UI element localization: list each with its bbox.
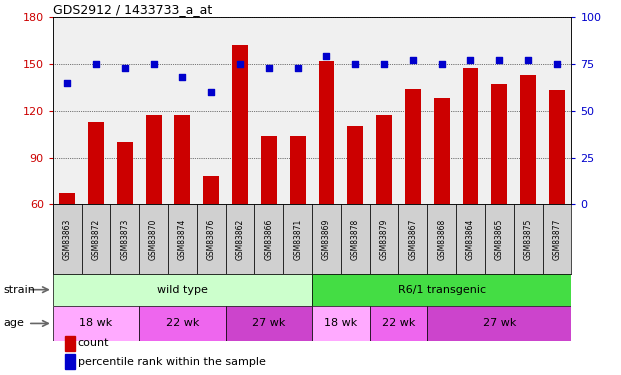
Point: [235, 61, 245, 67]
Bar: [225, 306, 312, 341]
Text: GSM83879: GSM83879: [379, 218, 389, 260]
Point: [178, 74, 188, 80]
Text: wild type: wild type: [157, 285, 208, 295]
Point: [322, 53, 332, 59]
Bar: [261, 136, 277, 204]
Text: GSM83869: GSM83869: [322, 218, 331, 260]
Point: [264, 64, 274, 70]
Bar: [53, 274, 312, 306]
Bar: [549, 90, 565, 204]
Point: [466, 57, 476, 63]
Point: [437, 61, 446, 67]
Bar: [369, 306, 427, 341]
Point: [350, 61, 360, 67]
Point: [523, 57, 533, 63]
Bar: [255, 204, 283, 274]
Point: [494, 57, 504, 63]
Bar: [203, 176, 219, 204]
Bar: [290, 136, 306, 204]
Text: 18 wk: 18 wk: [324, 318, 358, 328]
Point: [62, 80, 72, 86]
Text: GDS2912 / 1433733_a_at: GDS2912 / 1433733_a_at: [53, 3, 212, 16]
Bar: [312, 204, 341, 274]
Text: GSM83877: GSM83877: [553, 218, 561, 260]
Bar: [139, 306, 225, 341]
Bar: [463, 68, 478, 204]
Point: [91, 61, 101, 67]
Bar: [520, 75, 536, 204]
Bar: [283, 204, 312, 274]
Text: count: count: [78, 338, 109, 348]
Point: [552, 61, 562, 67]
Text: GSM83867: GSM83867: [409, 218, 417, 260]
Bar: [139, 204, 168, 274]
Text: GSM83863: GSM83863: [63, 218, 71, 260]
Text: GSM83868: GSM83868: [437, 218, 446, 259]
Text: percentile rank within the sample: percentile rank within the sample: [78, 357, 266, 367]
Text: 22 wk: 22 wk: [382, 318, 415, 328]
Text: GSM83866: GSM83866: [265, 218, 273, 260]
Bar: [405, 89, 421, 204]
Text: GSM83871: GSM83871: [293, 218, 302, 259]
Bar: [53, 306, 139, 341]
Bar: [88, 122, 104, 204]
Point: [292, 64, 302, 70]
Bar: [117, 142, 133, 204]
Text: GSM83878: GSM83878: [351, 218, 360, 259]
Bar: [543, 204, 571, 274]
Point: [379, 61, 389, 67]
Text: GSM83872: GSM83872: [91, 218, 101, 259]
Text: GSM83864: GSM83864: [466, 218, 475, 260]
Bar: [197, 204, 225, 274]
Text: GSM83875: GSM83875: [524, 218, 533, 260]
Text: GSM83862: GSM83862: [235, 218, 245, 259]
Bar: [347, 126, 363, 204]
Text: GSM83876: GSM83876: [207, 218, 215, 260]
Text: R6/1 transgenic: R6/1 transgenic: [397, 285, 486, 295]
Bar: [312, 306, 369, 341]
Text: age: age: [3, 318, 24, 328]
Bar: [369, 204, 399, 274]
Bar: [81, 204, 111, 274]
Bar: [175, 116, 191, 204]
Bar: [53, 204, 81, 274]
Bar: [312, 274, 571, 306]
Bar: [456, 204, 485, 274]
Bar: [433, 98, 450, 204]
Point: [120, 64, 130, 70]
Point: [408, 57, 418, 63]
Bar: [319, 61, 334, 204]
Point: [148, 61, 158, 67]
Text: 27 wk: 27 wk: [252, 318, 286, 328]
Bar: [427, 204, 456, 274]
Text: GSM83865: GSM83865: [495, 218, 504, 260]
Bar: [427, 306, 571, 341]
Bar: [514, 204, 543, 274]
Bar: [341, 204, 369, 274]
Text: 27 wk: 27 wk: [483, 318, 516, 328]
Bar: [111, 204, 139, 274]
Bar: [146, 116, 161, 204]
Text: strain: strain: [3, 285, 35, 295]
Bar: [485, 204, 514, 274]
Text: GSM83870: GSM83870: [149, 218, 158, 260]
Bar: [399, 204, 427, 274]
Text: 22 wk: 22 wk: [166, 318, 199, 328]
Bar: [491, 84, 507, 204]
Text: GSM83873: GSM83873: [120, 218, 129, 260]
Bar: [59, 194, 75, 204]
Text: 18 wk: 18 wk: [79, 318, 112, 328]
Bar: [232, 45, 248, 204]
Bar: [376, 116, 392, 204]
Bar: [225, 204, 255, 274]
Bar: [168, 204, 197, 274]
Point: [206, 89, 216, 95]
Text: GSM83874: GSM83874: [178, 218, 187, 260]
